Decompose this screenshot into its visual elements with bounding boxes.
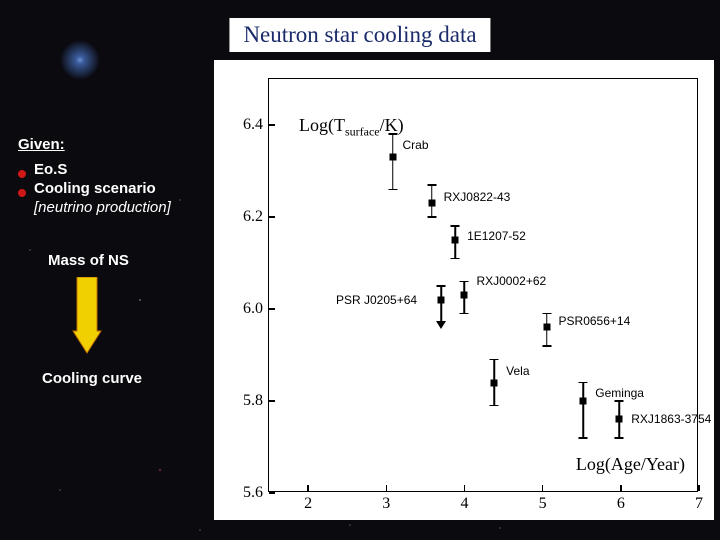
data-point (438, 296, 445, 303)
point-label: PSR J0205+64 (336, 293, 417, 307)
sidebar: Given: Eo.S Cooling scenario [neutrino pr… (18, 136, 208, 387)
point-label: RXJ1863-3754 (631, 412, 711, 426)
y-tick-label: 5.8 (243, 392, 263, 410)
data-point (616, 416, 623, 423)
bullet-dot-icon (18, 170, 26, 178)
data-point (452, 237, 459, 244)
point-label: Vela (506, 364, 529, 378)
cooling-chart: 5.6 5.8 6.0 6.2 6.4 2 3 4 5 6 7 Log(Tsurface/K) Log(… (214, 60, 714, 520)
point-label: Geminga (595, 386, 644, 400)
bullet-row: Cooling scenario (18, 180, 208, 197)
x-tick-label: 5 (539, 495, 547, 513)
data-point (428, 200, 435, 207)
y-tick-label: 6.2 (243, 208, 263, 226)
data-point (461, 292, 468, 299)
y-tick-label: 6.4 (243, 116, 263, 134)
plot-area: 5.65.86.06.26.4234567Log(Tsurface/K)Log(… (268, 78, 698, 492)
data-point (543, 324, 550, 331)
given-label: Given: (18, 136, 208, 153)
point-label: RXJ0002+62 (476, 274, 546, 288)
x-tick-label: 6 (617, 495, 625, 513)
y-axis-label: Log(Tsurface/K) (299, 115, 404, 140)
down-arrow-icon (72, 277, 208, 362)
bullet-text: Eo.S (34, 161, 67, 178)
point-label: RXJ0822-43 (444, 190, 511, 204)
neutrino-annotation: [neutrino production] (34, 199, 208, 216)
bullet-row: Eo.S (18, 161, 208, 178)
mass-label: Mass of NS (48, 252, 208, 269)
data-point (580, 398, 587, 405)
cooling-curve-label: Cooling curve (42, 370, 208, 387)
point-label: PSR0656+14 (559, 314, 631, 328)
bullet-text: Cooling scenario (34, 180, 156, 197)
point-label: 1E1207-52 (467, 229, 526, 243)
y-tick-label: 6.0 (243, 300, 263, 318)
page-title: Neutron star cooling data (229, 18, 490, 52)
data-point (389, 154, 396, 161)
x-tick-label: 2 (304, 495, 312, 513)
x-axis-label: Log(Age/Year) (576, 454, 685, 475)
x-tick-label: 4 (460, 495, 468, 513)
data-point (491, 379, 498, 386)
y-tick-label: 5.6 (243, 484, 263, 502)
x-tick-label: 3 (382, 495, 390, 513)
point-label: Crab (403, 138, 429, 152)
x-tick-label: 7 (695, 495, 703, 513)
bullet-dot-icon (18, 189, 26, 197)
